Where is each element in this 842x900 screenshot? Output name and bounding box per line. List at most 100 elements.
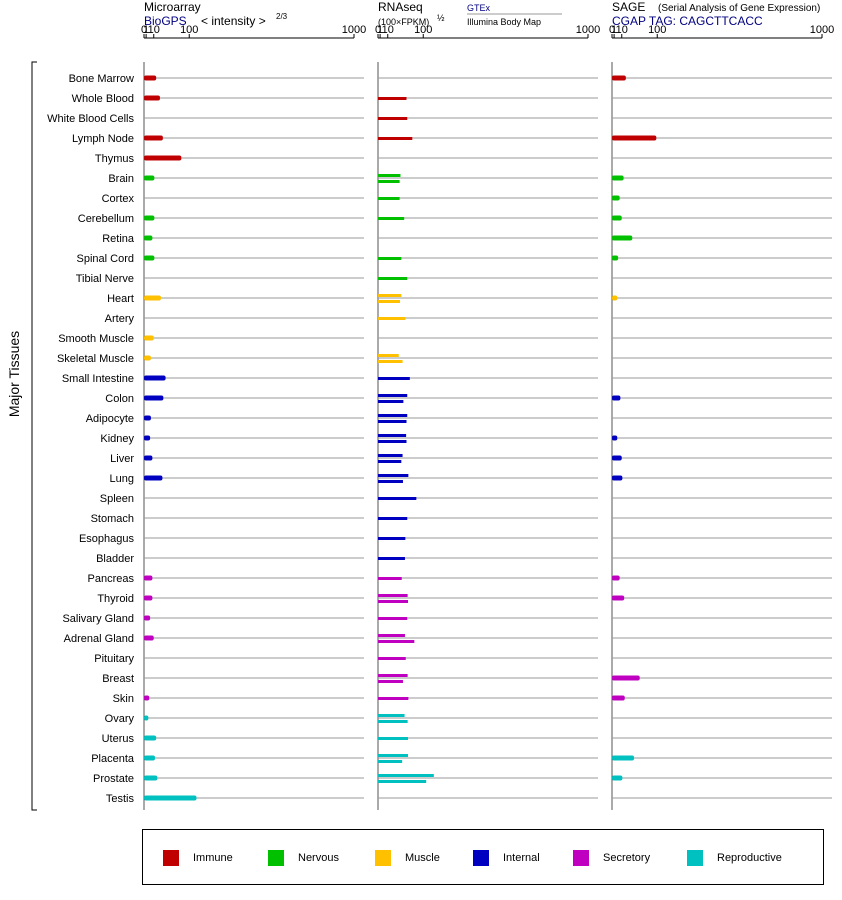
bar [144,175,155,181]
tissue-label: Small Intestine [62,373,134,385]
bar [612,195,620,201]
tissue-label: Heart [107,293,134,305]
tissue-label: Bladder [96,553,134,565]
bar [612,295,618,301]
bar [144,235,153,241]
bar [378,600,409,603]
bar [378,697,409,700]
tissue-label: Pancreas [88,573,135,585]
bar [144,455,153,461]
tissue-label: Colon [105,393,134,405]
bar [378,414,408,417]
x-tick-label: 10 [382,24,394,36]
bar [378,217,405,220]
legend-label: Muscle [405,852,440,864]
unit-label: (100×FPKM) [378,17,429,27]
tissue-label: Ovary [105,713,135,725]
bar [378,480,403,483]
tissue-label: Skeletal Muscle [57,353,134,365]
bar [144,135,163,141]
bar [144,395,164,401]
bar [378,360,403,363]
legend-label: Secretory [603,852,651,864]
bar [378,737,409,740]
tissue-label: Cerebellum [78,213,134,225]
bar [378,680,403,683]
bar [378,557,405,560]
bar [378,180,400,183]
bar [378,117,408,120]
tissue-label: Salivary Gland [62,613,134,625]
tissue-label: White Blood Cells [47,113,134,125]
tissue-label: Kidney [100,433,134,445]
tissue-label: Uterus [102,733,135,745]
bar [144,355,151,361]
tissue-label: Tibial Nerve [76,273,134,285]
bar [378,197,400,200]
bar [612,255,619,261]
bar [378,420,407,423]
tissue-label: Lymph Node [72,133,134,145]
bar [378,354,399,357]
tissue-label: Breast [102,673,134,685]
x-tick-label: 1000 [576,24,600,36]
panel-title: RNAseq [378,0,423,14]
bar [612,175,624,181]
x-tick-label: 0 [609,24,615,36]
bar [378,294,402,297]
tissue-label: Prostate [93,773,134,785]
bar [612,475,623,481]
tissue-label: Thymus [95,153,135,165]
x-tick-label: 100 [414,24,432,36]
x-tick-label: 0 [141,24,147,36]
bar [144,95,160,101]
bar [378,594,408,597]
bar [144,615,151,621]
tissue-label: Brain [108,173,134,185]
tissue-bracket [31,61,37,811]
legend-label: Reproductive [717,852,782,864]
bar [144,375,166,381]
unit-label: < intensity > [201,14,266,28]
bar [144,475,163,481]
bar [378,720,408,723]
bar [612,595,625,601]
x-tick-label: 1 [143,24,149,36]
bar [612,455,622,461]
legend-swatch [687,850,703,866]
bar [144,155,182,161]
x-tick-label: 10 [148,24,160,36]
bar [378,97,407,100]
source-note-2: Illumina Body Map [467,17,541,27]
bar [612,575,620,581]
panel-title: Microarray [144,0,201,14]
legend-swatch [473,850,489,866]
tissue-label: Artery [105,313,135,325]
bar [378,774,434,777]
bar [378,640,415,643]
bar [144,255,155,261]
bar [378,517,408,520]
bar [144,795,197,801]
tissue-label: Lung [110,473,134,485]
bar [378,454,403,457]
tissue-label: Whole Blood [72,93,134,105]
bar [378,474,409,477]
bar [378,460,402,463]
bar [612,695,625,701]
bar [144,575,153,581]
tissue-label: Thyroid [97,593,134,605]
tissue-label: Esophagus [79,533,135,545]
bar [144,435,151,441]
bar [144,755,156,761]
tissue-label: Skin [113,693,134,705]
tissue-label: Liver [110,453,134,465]
bar [144,735,157,741]
bar [612,755,635,761]
tissue-label: Cortex [102,193,135,205]
bar [378,440,407,443]
tissue-label: Adipocyte [86,413,134,425]
bar [612,435,618,441]
bar [378,577,402,580]
